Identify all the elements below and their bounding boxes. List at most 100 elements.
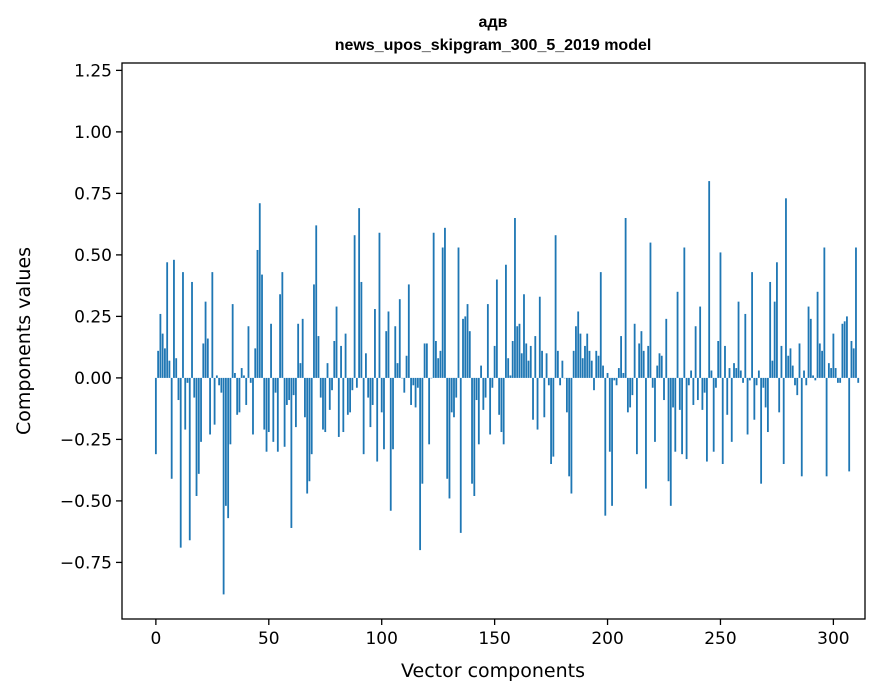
bar xyxy=(676,291,679,378)
bar xyxy=(448,377,451,499)
bar xyxy=(633,323,636,378)
bar xyxy=(229,377,232,445)
bar xyxy=(805,377,808,386)
bar xyxy=(538,296,541,378)
bar xyxy=(209,377,211,435)
bar xyxy=(290,377,293,528)
bar xyxy=(654,377,656,442)
bar xyxy=(168,360,171,378)
bar xyxy=(319,377,322,398)
bar xyxy=(816,291,819,378)
bar xyxy=(355,377,358,388)
bar xyxy=(184,377,187,430)
bar xyxy=(699,306,702,378)
bar xyxy=(416,377,419,388)
bar xyxy=(486,304,489,378)
bar xyxy=(597,355,600,378)
x-axis-label: Vector components xyxy=(401,660,585,682)
bar xyxy=(606,372,609,378)
bar xyxy=(855,247,857,378)
bar xyxy=(475,377,478,401)
bar xyxy=(385,331,388,378)
bar xyxy=(638,343,641,378)
bar xyxy=(631,377,634,396)
bar xyxy=(525,343,528,378)
bar xyxy=(435,341,437,378)
bar xyxy=(464,316,467,378)
bar xyxy=(283,377,286,447)
bar xyxy=(272,377,275,442)
bar xyxy=(231,304,234,378)
bar xyxy=(568,377,571,477)
bar xyxy=(367,377,370,398)
bar xyxy=(730,377,733,442)
bar xyxy=(414,377,417,408)
bar xyxy=(798,343,801,378)
bar xyxy=(423,343,426,378)
bar xyxy=(769,281,772,378)
bar xyxy=(344,333,347,378)
bar xyxy=(715,377,717,388)
bar xyxy=(608,377,611,452)
bar xyxy=(787,355,790,378)
bar xyxy=(818,343,821,378)
bar xyxy=(308,377,311,482)
bar xyxy=(626,377,629,413)
bar xyxy=(389,377,392,511)
bar xyxy=(288,377,291,401)
bar xyxy=(263,377,266,430)
bar xyxy=(823,247,826,378)
bar xyxy=(674,377,677,452)
bar xyxy=(410,377,412,405)
bar xyxy=(365,353,367,378)
y-axis-label: Components values xyxy=(13,247,35,435)
bar xyxy=(294,377,297,428)
bar xyxy=(484,377,487,398)
bar xyxy=(588,350,591,378)
bar xyxy=(407,284,410,378)
bar xyxy=(536,377,539,430)
y-tick-label: 1.25 xyxy=(74,61,112,81)
bar xyxy=(789,348,792,378)
y-tick-label: 0.25 xyxy=(74,307,112,327)
bar xyxy=(658,353,661,378)
bar xyxy=(547,377,550,386)
bar xyxy=(267,377,270,433)
bar xyxy=(523,294,525,378)
bar xyxy=(726,377,729,415)
bar xyxy=(660,355,663,378)
y-tick-label: −0.50 xyxy=(60,492,112,512)
bar xyxy=(301,318,304,378)
bar xyxy=(446,377,449,479)
bar xyxy=(211,272,214,378)
bar xyxy=(245,377,248,405)
bar xyxy=(760,377,763,484)
bar xyxy=(315,225,318,378)
bar xyxy=(234,372,236,378)
bar xyxy=(270,323,272,378)
bar xyxy=(766,377,769,433)
bar xyxy=(604,377,607,516)
bar xyxy=(428,377,431,445)
bar xyxy=(550,377,552,465)
bar xyxy=(462,318,464,378)
plot-frame xyxy=(121,62,866,620)
bar xyxy=(450,377,453,413)
y-tick-label: −0.75 xyxy=(60,553,112,573)
y-tick-label: −0.25 xyxy=(60,430,112,450)
bar xyxy=(807,306,810,378)
bar xyxy=(764,377,767,408)
bar xyxy=(701,377,704,410)
bar xyxy=(839,377,842,383)
bar xyxy=(825,377,828,477)
bar xyxy=(665,318,668,378)
bar xyxy=(843,321,846,378)
x-tick-label: 200 xyxy=(591,629,623,649)
bar xyxy=(611,377,613,506)
bar xyxy=(748,377,751,381)
bar xyxy=(482,377,485,410)
bar xyxy=(498,377,501,415)
bar xyxy=(279,294,281,378)
bar xyxy=(258,203,261,378)
